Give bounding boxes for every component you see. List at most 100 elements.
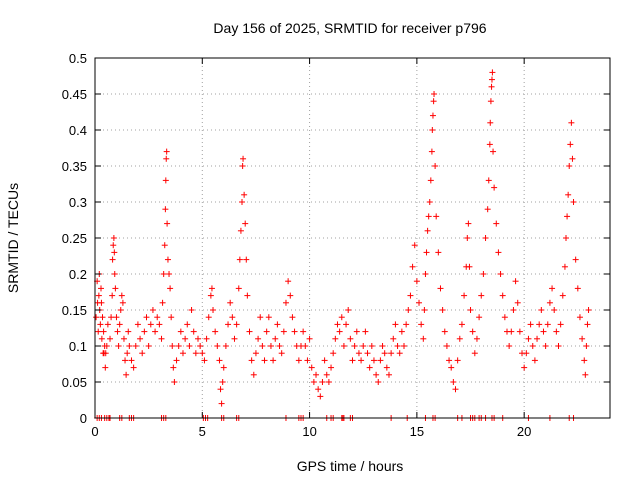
data-point [546, 299, 553, 306]
data-point [411, 242, 418, 249]
data-point [563, 235, 570, 241]
grid-lines [95, 58, 610, 418]
data-point [315, 386, 322, 393]
data-point [219, 379, 226, 385]
data-point [375, 379, 382, 385]
data-point [97, 321, 104, 328]
data-point [163, 148, 170, 155]
data-point [584, 321, 591, 328]
data-point [119, 299, 126, 306]
data-point [488, 83, 495, 90]
data-point [428, 148, 435, 155]
y-axis-label: SRMTID / TECUs [5, 183, 21, 293]
data-point [125, 328, 132, 335]
data-point [182, 335, 189, 342]
data-point [250, 371, 257, 378]
data-point [465, 220, 472, 227]
data-point [570, 199, 577, 205]
data-point [394, 343, 401, 349]
data-point [162, 206, 169, 213]
data-point [122, 357, 129, 364]
data-point [313, 371, 320, 378]
data-point [95, 292, 102, 299]
data-point [109, 292, 116, 299]
x-tick-label: 15 [410, 424, 424, 439]
data-point [159, 299, 166, 306]
data-point [162, 177, 169, 184]
data-point [345, 307, 352, 313]
data-point [489, 69, 496, 76]
data-point [276, 343, 283, 349]
data-point [464, 235, 471, 241]
y-tick-label: 0.1 [69, 339, 87, 354]
data-point [239, 163, 246, 169]
y-tick-label: 0.35 [62, 159, 87, 174]
data-point [302, 343, 309, 349]
data-point [255, 335, 262, 342]
data-point [216, 357, 223, 364]
data-point [108, 314, 115, 321]
data-point [534, 335, 541, 342]
data-point [285, 278, 292, 285]
y-tick-label: 0.3 [69, 195, 87, 210]
data-point [238, 199, 245, 205]
data-point [572, 256, 579, 263]
data-point [261, 357, 268, 364]
axis-ticks: 0 5 10 15 20 0 0.05 0.1 0.15 0.2 0.25 0.3 0.35 0.4 0.4… [62, 51, 610, 439]
data-point [364, 350, 371, 357]
data-point [413, 278, 420, 285]
data-point [521, 364, 528, 371]
x-tick-label: 20 [517, 424, 531, 439]
data-point [551, 307, 558, 313]
data-point [439, 307, 446, 313]
data-point [319, 379, 326, 385]
data-point [467, 307, 474, 313]
data-point [405, 307, 412, 313]
data-point [435, 249, 442, 256]
data-point [227, 299, 234, 306]
data-point [175, 343, 182, 349]
y-tick-label: 0.25 [62, 231, 87, 246]
data-point [161, 242, 168, 249]
data-point [111, 271, 118, 277]
data-point [353, 328, 360, 335]
data-point [340, 343, 347, 349]
data-point [164, 220, 171, 227]
data-point [433, 213, 440, 220]
data-point [407, 292, 414, 299]
data-point [466, 263, 473, 270]
data-point [95, 328, 102, 335]
data-point [274, 321, 281, 328]
data-point [248, 357, 255, 364]
data-point [490, 148, 497, 155]
data-point [416, 299, 423, 306]
x-tick-label: 5 [199, 424, 206, 439]
data-point [328, 364, 335, 371]
data-point [480, 271, 487, 277]
data-point [257, 314, 264, 321]
data-point [218, 400, 225, 407]
data-point [370, 357, 377, 364]
data-point [188, 307, 195, 313]
data-point [98, 299, 105, 306]
data-point [163, 155, 170, 162]
data-point [403, 321, 410, 328]
data-point [420, 335, 427, 342]
data-point [99, 314, 106, 321]
data-point [132, 343, 139, 349]
data-point [426, 199, 433, 205]
data-point [205, 314, 212, 321]
data-point [141, 328, 148, 335]
data-point [107, 335, 114, 342]
data-point [390, 335, 397, 342]
data-point [295, 357, 302, 364]
data-point [168, 314, 175, 321]
data-point [120, 335, 127, 342]
data-point [446, 357, 453, 364]
data-point [208, 285, 215, 292]
data-point [538, 307, 545, 313]
data-point [114, 328, 121, 335]
data-point [102, 350, 109, 357]
data-point [450, 379, 457, 385]
